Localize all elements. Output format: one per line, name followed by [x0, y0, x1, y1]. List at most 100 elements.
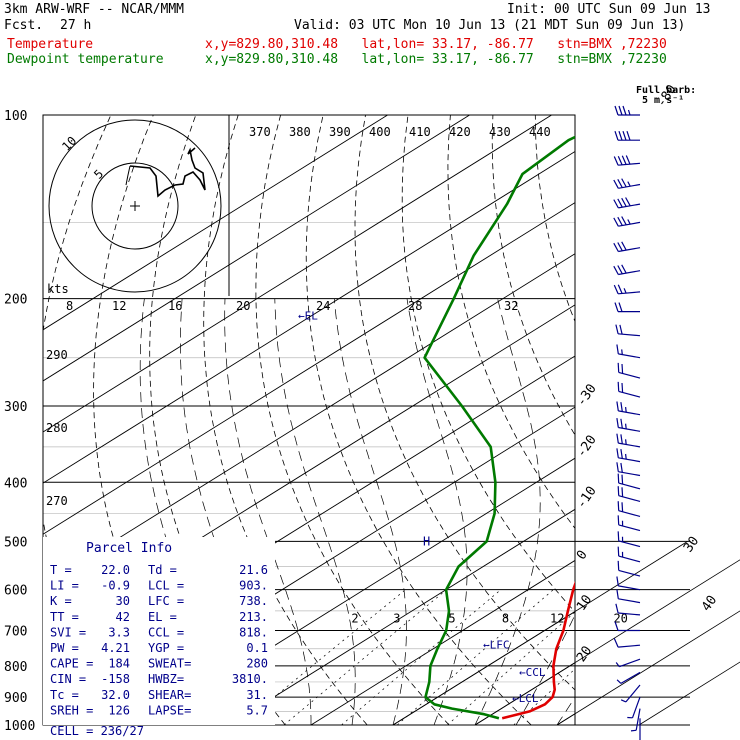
isotherm-line: [556, 713, 575, 725]
theta-label-top: 380: [289, 125, 311, 139]
dry-adiabat-line: [663, 115, 740, 725]
wind-barb-half-flag: [615, 662, 620, 668]
parcel-info-cell: CELL = 236/27: [50, 724, 144, 738]
forecast-hour: 27 h: [60, 18, 92, 33]
isotherm-extension-line: [474, 559, 740, 726]
dry-adiabat-line: [43, 115, 122, 725]
parcel-info-label: SVI =: [50, 625, 86, 639]
hodograph-trace: [129, 147, 206, 198]
wind-barb-flag: [621, 363, 624, 374]
isotherm-line: [64, 406, 575, 725]
hodograph-ring: [91, 162, 179, 250]
wind-barb: [616, 344, 641, 359]
isotherm-line: [474, 662, 575, 725]
parcel-info-value: 3.3: [108, 625, 130, 639]
wind-barb-flag: [621, 197, 627, 207]
ccl-marker: ←CCL: [519, 666, 546, 679]
wind-barb-flag: [620, 402, 623, 412]
parcel-info-value: 184: [108, 657, 130, 671]
wind-barb-flag: [613, 217, 619, 227]
hodograph-ring: [48, 119, 222, 293]
parcel-info-label: SREH =: [50, 703, 93, 717]
wind-barb: [613, 264, 641, 276]
theta-label-top: 430: [489, 125, 511, 139]
isotherm-line: [228, 508, 575, 725]
wind-barb-staff: [618, 371, 641, 379]
wind-barb-flag: [621, 382, 624, 393]
moist-adiabat-line: [139, 298, 230, 725]
isotherm-label: -30: [574, 382, 600, 410]
wind-barb-flag: [617, 501, 620, 511]
wind-barb-staff: [618, 457, 641, 463]
wind-barb-half-flag: [630, 729, 637, 732]
parcel-info-value: 0.1: [246, 641, 268, 655]
wind-barb-half-flag: [616, 679, 622, 684]
wind-barb-flag: [621, 474, 624, 485]
forecast-label: Fcst.: [4, 18, 44, 33]
wind-barb-staff: [618, 482, 641, 490]
valid-time: Valid: 03 UTC Mon 10 Jun 13 (21 MDT Sun …: [294, 18, 686, 33]
wind-barb-staff: [625, 684, 641, 703]
isotherm-line: [146, 457, 575, 725]
mixing-ratio-line: [341, 589, 502, 725]
wind-barb-staff: [618, 495, 641, 502]
wind-barb-flag: [622, 105, 627, 116]
dry-adiabat-line: [255, 115, 450, 725]
wind-barb: [613, 241, 641, 253]
wind-barb-flag: [621, 241, 627, 251]
wind-barb-flag: [617, 560, 620, 571]
wind-barb: [616, 576, 641, 591]
wind-barb-staff: [618, 270, 641, 276]
wind-barb: [616, 671, 641, 684]
wind-barb-staff: [631, 696, 641, 719]
wind-barb-half-flag: [623, 288, 627, 294]
wind-barb: [630, 708, 641, 732]
wind-barb-flag: [616, 576, 619, 586]
wind-barb-flag: [613, 199, 619, 209]
wind-barb-staff: [618, 555, 641, 563]
isotherm-extension-line: [392, 541, 688, 726]
wind-barb-flag: [617, 242, 623, 252]
parcel-info-label: SHEAR=: [148, 688, 191, 702]
parcel-info-label: Tc =: [50, 688, 79, 702]
moist-adiabat-line: [515, 614, 575, 725]
pressure-tick-label: 100: [4, 109, 27, 124]
parcel-info-title: Parcel Info: [86, 541, 172, 556]
wind-barb-flag: [618, 302, 623, 312]
wind-barb-flag: [619, 324, 623, 335]
isotherm-line: [639, 115, 740, 725]
parcel-info-value: 738.: [239, 594, 268, 608]
wind-barb: [639, 718, 641, 740]
moist-adiabat-line: [333, 298, 407, 725]
hodograph-speed-tick: 28: [408, 299, 422, 313]
temperature-legend-name: Temperature: [7, 37, 94, 52]
mixing-ratio-label: 3: [393, 612, 400, 626]
wind-barb: [613, 178, 641, 189]
wind-barb-staff: [618, 644, 641, 648]
moist-adiabat-line: [274, 298, 356, 725]
wind-barb: [615, 603, 641, 616]
parcel-info-label: LAPSE=: [148, 703, 191, 717]
parcel-info-value: 213.: [239, 610, 268, 624]
wind-barb: [613, 284, 641, 295]
wind-barb-flag: [618, 105, 623, 116]
isotherm-line: [43, 202, 575, 535]
mixing-ratio-line: [513, 668, 575, 725]
theta-label-top: 370: [249, 125, 271, 139]
parcel-info-label: T =: [50, 563, 72, 577]
hodograph-speed-tick: 16: [168, 299, 182, 313]
wind-barb-flag: [617, 362, 620, 373]
mixing-ratio-label: 12: [550, 612, 564, 626]
wind-barb-flag: [617, 198, 623, 208]
el-marker: ←EL: [298, 309, 318, 322]
parcel-info-label: EL =: [148, 610, 177, 624]
wind-barb-half-flag: [620, 699, 627, 703]
wind-barb-half-flag: [621, 349, 623, 355]
wind-barb-flag: [616, 344, 619, 354]
isotherm-extension-line: [638, 661, 740, 726]
hodograph-speed-tick: 24: [316, 299, 330, 313]
mixing-ratio-line: [240, 589, 406, 725]
wind-barb-flag: [617, 473, 620, 484]
theta-label-top: 420: [449, 125, 471, 139]
